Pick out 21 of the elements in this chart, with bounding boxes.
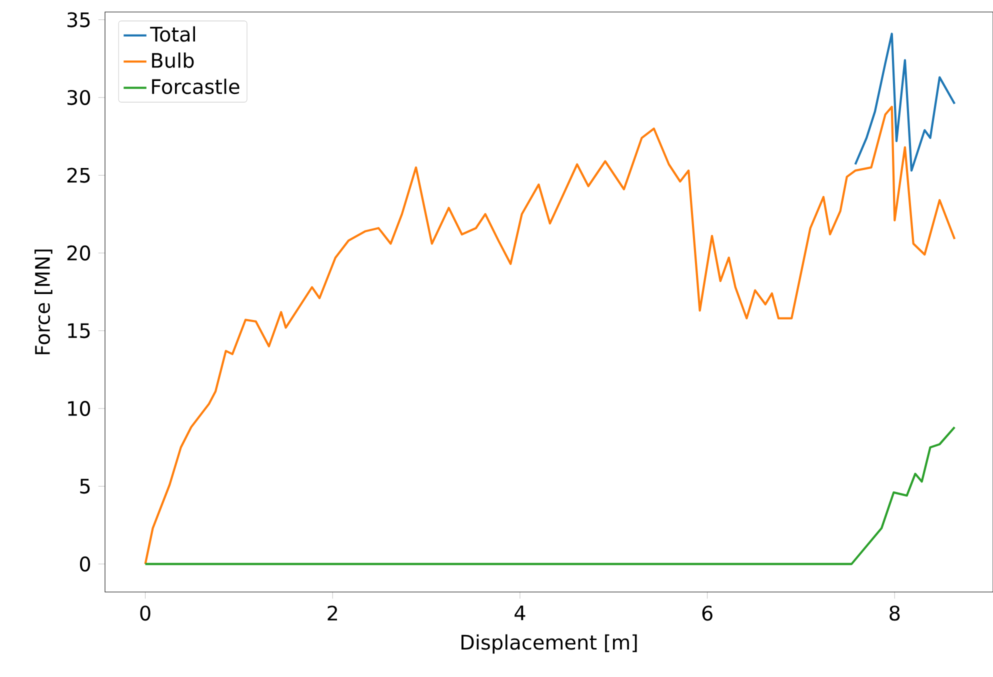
legend-label: Forcastle — [152, 78, 240, 94]
x-tick-label: 4 — [514, 606, 526, 620]
x-tick-label: 6 — [702, 606, 712, 621]
x-tick-label: 0 — [140, 606, 150, 621]
line-series — [854, 32, 956, 172]
y-tick-label: 15 — [68, 323, 90, 338]
y-tick-label: 5 — [80, 478, 90, 494]
legend-label: Bulb — [152, 52, 194, 68]
y-tick-label: 35 — [67, 12, 90, 28]
y-tick-label: 30 — [67, 90, 90, 106]
y-tick-label: 0 — [80, 556, 90, 572]
x-tick-label: 8 — [890, 606, 900, 621]
y-axis-title: Force [MN] — [34, 250, 52, 354]
x-axis-title: Displacement [m] — [462, 634, 637, 654]
line-series — [144, 106, 956, 566]
legend-label: Total — [150, 26, 196, 42]
y-tick-label: 20 — [67, 245, 90, 261]
line-series — [144, 426, 956, 566]
y-tick-label: 10 — [68, 400, 90, 416]
y-tick-label: 25 — [67, 168, 90, 183]
x-tick-label: 2 — [328, 606, 337, 620]
